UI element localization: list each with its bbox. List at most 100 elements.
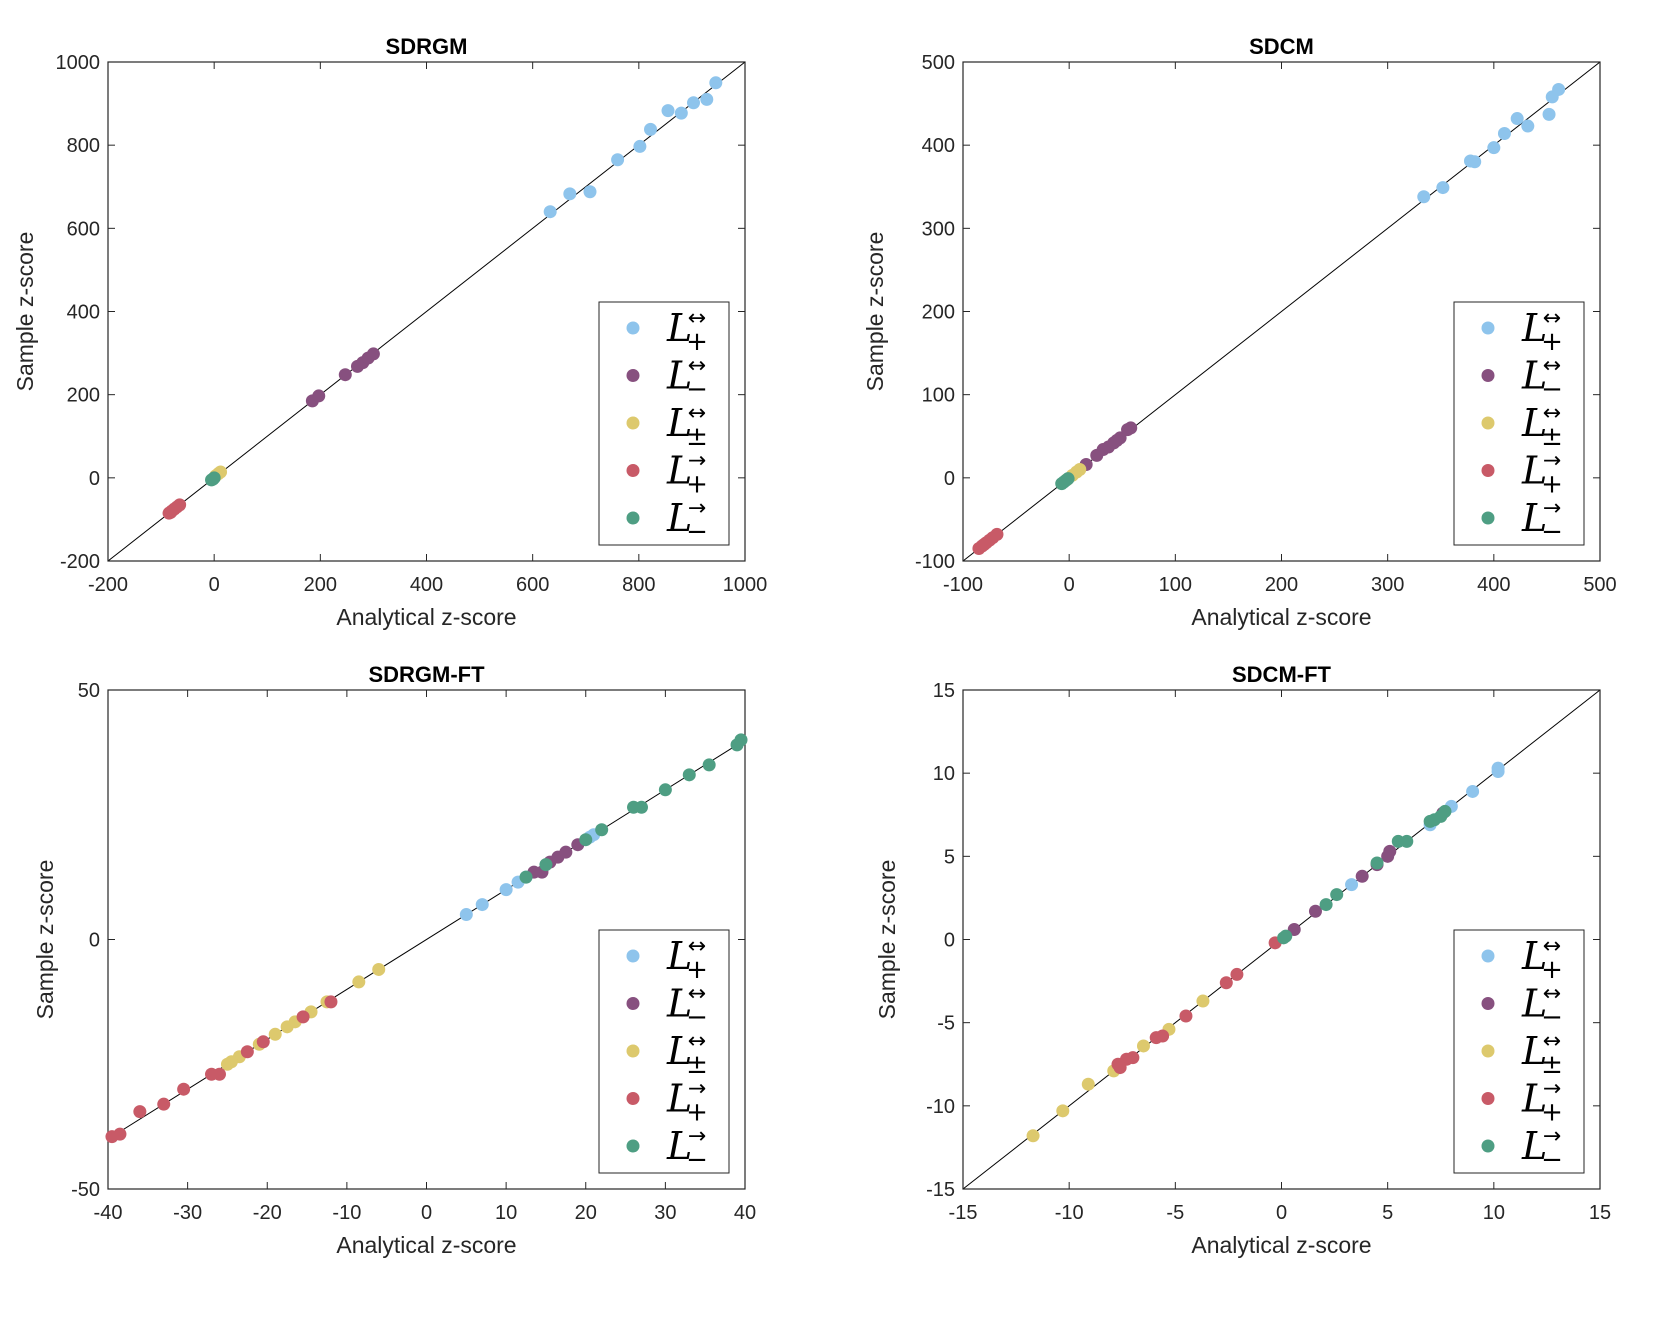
sdcm-ft-point-L-plus-dir bbox=[1219, 976, 1233, 990]
sdrgm-point-L-plus-bi bbox=[661, 104, 675, 118]
sdcm-legend-marker-L-plus-dir bbox=[1481, 464, 1495, 477]
sdcm-legend-marker-L-plus-bi bbox=[1481, 321, 1495, 335]
sdrgm-legend-marker-L-pm-bi bbox=[626, 416, 640, 430]
sdcm-ft-legend-sign: − bbox=[1541, 1003, 1563, 1033]
sdcm-ft-point-L-plus-dir bbox=[1113, 1061, 1127, 1075]
sdcm-ft-point-L-minus-bi bbox=[1355, 869, 1369, 883]
sdcm-ft-point-L-minus-dir bbox=[1319, 898, 1333, 912]
sdrgm-ft-point-L-plus-dir bbox=[205, 1067, 219, 1081]
sdrgm-ft-xtick-label: -30 bbox=[173, 1202, 202, 1224]
sdcm-ft-legend-sign: ± bbox=[1541, 1050, 1563, 1080]
sdcm-point-L-plus-bi bbox=[1468, 155, 1482, 169]
sdcm-ft-xtick-label: 15 bbox=[1589, 1202, 1611, 1224]
sdcm-legend-letter: L bbox=[1521, 306, 1547, 350]
sdcm-ytick-label: 300 bbox=[922, 218, 955, 240]
sdcm-legend-letter: L bbox=[1521, 496, 1547, 540]
sdcm-ft-point-L-pm-bi bbox=[1196, 994, 1210, 1008]
sdrgm-point-L-plus-bi bbox=[644, 122, 658, 136]
sdcm-ytick-label: 500 bbox=[922, 52, 955, 74]
sdcm-point-L-minus-dir bbox=[1061, 472, 1075, 486]
sdcm-ft-legend-sign: + bbox=[1541, 1098, 1563, 1128]
sdrgm-ft-xtick-label: 10 bbox=[495, 1202, 517, 1224]
sdrgm-ft-legend bbox=[598, 929, 730, 1174]
sdrgm-ft-xtick-label: 30 bbox=[654, 1202, 676, 1224]
sdrgm-ft-point-L-pm-bi bbox=[352, 975, 366, 989]
sdrgm-ft-point-L-plus-bi bbox=[475, 898, 489, 912]
sdcm-ft-legend-arrow: ↔ bbox=[1543, 934, 1561, 959]
sdcm-xtick-label: -100 bbox=[943, 574, 983, 596]
sdcm-ft-ytick-label: 10 bbox=[933, 763, 955, 785]
sdcm-ft-xtick-label: 10 bbox=[1483, 1202, 1505, 1224]
sdrgm-ft-point-L-pm-bi bbox=[268, 1027, 282, 1041]
sdcm-ft-xtick-label: 0 bbox=[1276, 1202, 1287, 1224]
sdrgm-ft-xtick-label: -20 bbox=[253, 1202, 282, 1224]
sdcm-legend-sign: + bbox=[1541, 470, 1563, 500]
sdrgm-ft-xtick-label: 0 bbox=[421, 1202, 432, 1224]
sdrgm-xtick-label: 200 bbox=[304, 574, 337, 596]
sdrgm-ft-legend-marker-L-pm-bi bbox=[626, 1044, 640, 1058]
sdcm-ft-point-L-plus-dir bbox=[1230, 967, 1244, 981]
sdcm-ft-legend-arrow: ↔ bbox=[1543, 982, 1561, 1007]
sdrgm-ft-xtick-label: 20 bbox=[575, 1202, 597, 1224]
sdrgm-ft-legend-letter: L bbox=[666, 1077, 692, 1121]
sdrgm-ft-point-L-pm-bi bbox=[280, 1020, 294, 1034]
sdcm-ft-xtick-label: -15 bbox=[949, 1202, 978, 1224]
sdrgm-point-L-minus-bi bbox=[338, 368, 352, 382]
sdcm-ft-point-L-minus-dir bbox=[1330, 888, 1344, 902]
sdcm-ft-xtick-label: 5 bbox=[1382, 1202, 1393, 1224]
sdrgm-ft-ytick-label: -50 bbox=[71, 1179, 100, 1201]
sdrgm-title: SDRGM bbox=[386, 34, 468, 59]
sdcm-xtick-label: 300 bbox=[1371, 574, 1404, 596]
sdrgm-ft-point-L-plus-dir bbox=[240, 1045, 254, 1059]
sdrgm-ft-point-L-minus-dir bbox=[519, 870, 533, 884]
sdcm-ft-legend-letter: L bbox=[1521, 1124, 1547, 1168]
sdcm-ft-point-L-pm-bi bbox=[1136, 1039, 1150, 1053]
sdrgm-ft-point-L-minus-dir bbox=[702, 758, 716, 772]
sdrgm-ft-point-L-plus-dir bbox=[177, 1082, 191, 1096]
sdcm-legend-letter: L bbox=[1521, 449, 1547, 493]
sdcm-point-L-plus-bi bbox=[1497, 127, 1511, 141]
sdrgm-ft-legend-arrow: ↔ bbox=[688, 1029, 706, 1054]
sdrgm-ytick-label: 200 bbox=[67, 385, 100, 407]
sdrgm-legend-sign: ± bbox=[686, 422, 708, 452]
sdrgm-point-L-plus-bi bbox=[709, 76, 723, 90]
sdrgm-point-L-minus-bi bbox=[366, 347, 380, 361]
sdrgm-ft-legend-sign: + bbox=[686, 1098, 708, 1128]
sdcm-ft-legend-letter: L bbox=[1521, 934, 1547, 978]
sdrgm-ft-y-axis-label: Sample z-score bbox=[32, 860, 58, 1020]
sdrgm-point-L-minus-dir bbox=[206, 472, 220, 486]
panel-sdcm: -100 0 100 200 300 400 500 -100 0 100 200 300 400 500… bbox=[862, 34, 1617, 630]
sdcm-ft-y-axis-label: Sample z-score bbox=[874, 860, 900, 1020]
sdrgm-ft-legend-letter: L bbox=[666, 1124, 692, 1168]
sdcm-ft-legend-sign: − bbox=[1541, 1145, 1563, 1175]
sdrgm-ft-point-L-plus-dir bbox=[296, 1010, 310, 1024]
sdcm-ft-xtick-label: -10 bbox=[1055, 1202, 1084, 1224]
sdrgm-legend-sign: − bbox=[686, 375, 708, 405]
sdcm-ft-legend bbox=[1453, 929, 1585, 1174]
sdcm-ft-point-L-pm-bi bbox=[1026, 1129, 1040, 1143]
sdcm-xtick-label: 0 bbox=[1064, 574, 1075, 596]
panel-sdrgm: -200 0 200 400 600 800 1000 -200 0 200 400 600 800 10… bbox=[12, 34, 767, 630]
sdcm-ft-ytick-label: -15 bbox=[926, 1179, 955, 1201]
sdcm-ft-legend-marker-L-pm-bi bbox=[1481, 1044, 1495, 1058]
sdrgm-point-L-plus-bi bbox=[583, 185, 597, 199]
sdrgm-ft-legend-letter: L bbox=[666, 982, 692, 1026]
sdrgm-legend-letter: L bbox=[666, 306, 692, 350]
sdrgm-ft-legend-arrow: → bbox=[688, 1077, 706, 1102]
sdcm-ft-point-L-plus-bi bbox=[1491, 761, 1505, 775]
sdcm-point-L-plus-bi bbox=[1510, 112, 1524, 126]
sdrgm-legend-arrow: ↔ bbox=[688, 306, 706, 331]
sdcm-point-L-plus-dir bbox=[977, 537, 991, 551]
sdcm-ft-ytick-label: 15 bbox=[933, 680, 955, 702]
sdrgm-legend bbox=[598, 301, 730, 546]
sdcm-legend-arrow: ↔ bbox=[1543, 401, 1561, 426]
sdcm-ft-title: SDCM-FT bbox=[1232, 662, 1332, 687]
sdrgm-point-L-plus-bi bbox=[543, 205, 557, 219]
sdrgm-ft-point-L-plus-dir bbox=[157, 1097, 171, 1111]
sdcm-point-L-plus-bi bbox=[1521, 119, 1535, 133]
sdrgm-xtick-label: 600 bbox=[516, 574, 549, 596]
sdrgm-ytick-label: -200 bbox=[60, 551, 100, 573]
sdcm-legend-marker-L-pm-bi bbox=[1481, 416, 1495, 430]
sdcm-x-axis-label: Analytical z-score bbox=[1191, 604, 1371, 630]
sdcm-title: SDCM bbox=[1249, 34, 1314, 59]
